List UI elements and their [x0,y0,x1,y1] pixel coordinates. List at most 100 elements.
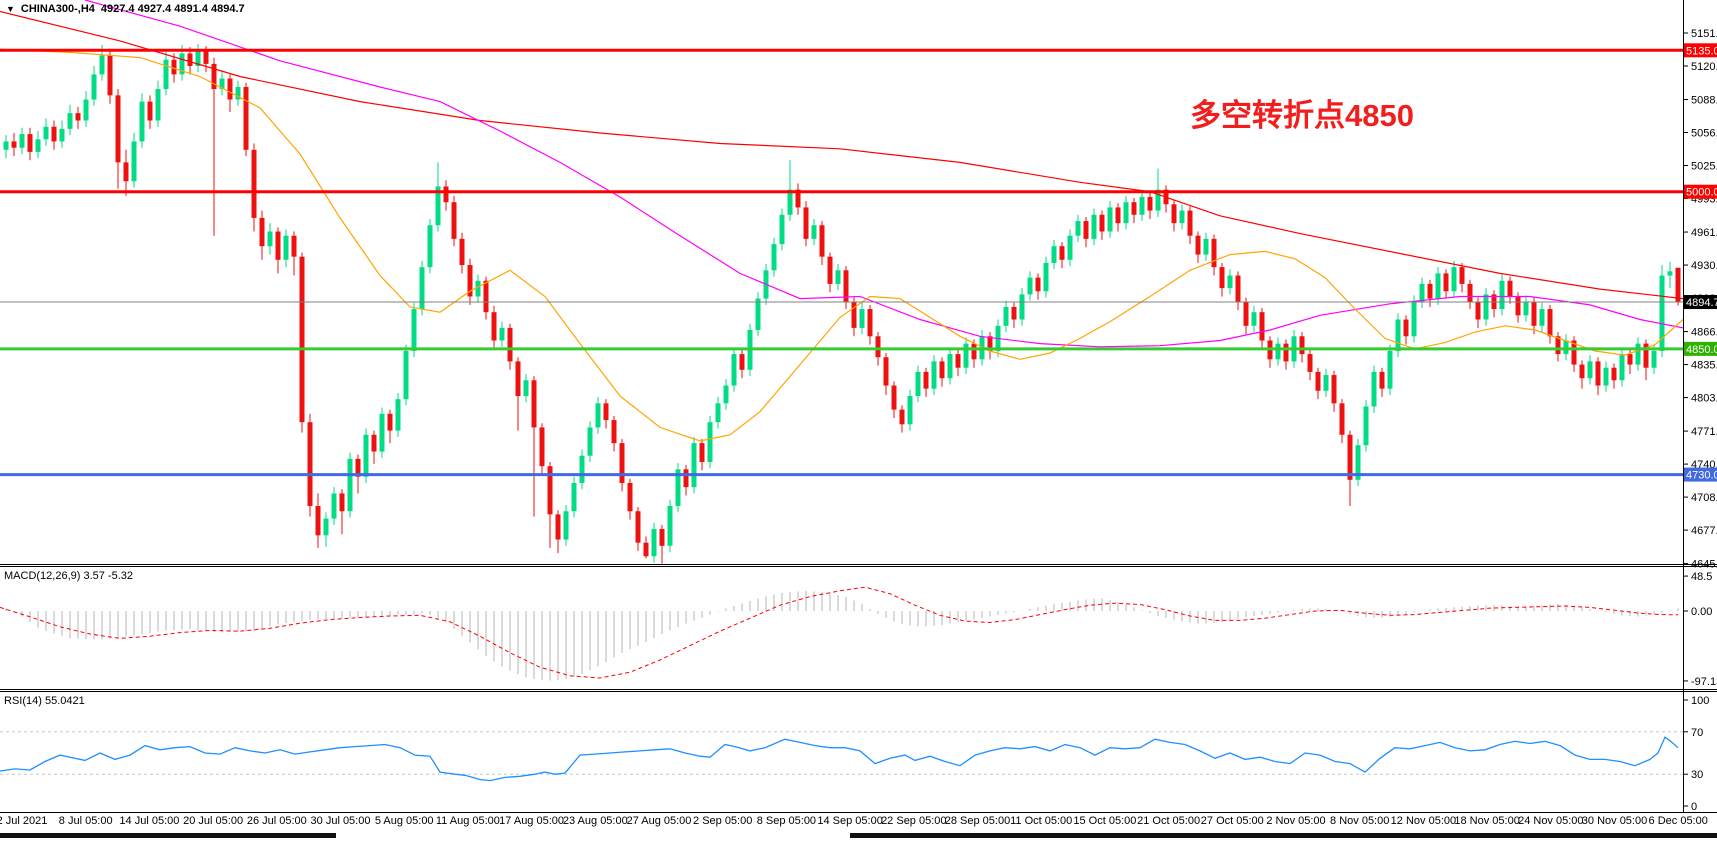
candle-body [187,53,193,66]
candle-body [75,113,81,121]
time-axis-label[interactable]: 23 Aug 05:00 [563,815,628,827]
time-axis-label[interactable]: 14 Sep 05:00 [817,815,882,827]
time-axis-label[interactable]: 27 Aug 05:00 [627,815,692,827]
candle-body [491,312,497,341]
candle-body [323,518,329,536]
candle-body [1571,340,1577,365]
time-axis-label[interactable]: 17 Aug 05:00 [499,815,564,827]
candle-body [1099,214,1105,232]
candle-body [195,50,201,66]
candle-body [1147,196,1153,211]
time-axis-label[interactable]: 30 Jul 05:00 [311,815,371,827]
price-tick-label: 4645.0 [1691,559,1717,571]
candle-body [1051,246,1057,263]
time-axis-label[interactable]: 2 Sep 05:00 [693,815,752,827]
time-axis-label[interactable]: 11 Oct 05:00 [1010,815,1072,827]
candle-body [1315,371,1321,391]
candle-body [803,207,809,239]
time-axis-label[interactable]: 30 Nov 05:00 [1582,815,1647,827]
bottom-scrollbar-right[interactable] [850,833,1717,838]
candle-body [875,336,881,358]
candle-body [699,443,705,462]
time-axis-label[interactable]: 6 Dec 05:00 [1649,815,1708,827]
time-axis-label[interactable]: 22 Sep 05:00 [881,815,946,827]
candle-body [595,403,601,428]
candle-body [1299,336,1305,355]
candle-body [131,141,137,182]
candle-body [963,343,969,368]
candle-body [1427,283,1433,299]
time-axis-label[interactable]: 5 Aug 05:00 [375,815,434,827]
time-axis-label[interactable]: 26 Jul 05:00 [247,815,307,827]
candle-body [467,265,473,297]
candle-body [1675,267,1681,303]
candle-body [1155,189,1161,211]
candle-body [299,256,305,423]
time-axis-label[interactable]: 20 Jul 05:00 [183,815,243,827]
candle-body [43,126,49,140]
symbol-dropdown-icon[interactable]: ▼ [6,4,15,14]
time-axis-label[interactable]: 2 Nov 05:00 [1266,815,1325,827]
candle-body [1515,296,1521,316]
price-tick-label: 4866.5 [1691,327,1717,339]
time-axis-label[interactable]: 21 Oct 05:00 [1137,815,1200,827]
candle-body [635,511,641,543]
candle-body [627,482,633,512]
candle-body [1611,367,1617,381]
candle-body [1203,238,1209,255]
macd-signal-line [0,586,1679,679]
candle-body [387,413,393,431]
time-axis-label[interactable]: 15 Oct 05:00 [1073,815,1136,827]
candle-body [555,514,561,540]
candle-body [483,280,489,313]
candle-body [571,482,577,512]
candle-body [859,309,865,328]
candle-body [1331,375,1337,404]
time-axis-label[interactable]: 27 Oct 05:00 [1201,815,1264,827]
candle-body [907,396,913,425]
time-axis-label[interactable]: 11 Aug 05:00 [436,815,500,827]
candle-body [395,399,401,431]
candle-body [1323,375,1329,391]
time-axis-label[interactable]: 12 Nov 05:00 [1391,815,1456,827]
time-axis-label[interactable]: 24 Nov 05:00 [1518,815,1583,827]
candle-body [1627,354,1633,365]
bottom-scrollbar-left[interactable] [0,833,336,838]
candle-body [83,99,89,121]
candle-body [443,186,449,203]
medium-ma-line [84,0,1684,348]
candle-body [1131,202,1137,215]
candle-body [1459,267,1465,284]
candle-body [1667,271,1673,276]
time-axis-label[interactable]: 8 Jul 05:00 [59,815,113,827]
candle-body [619,443,625,483]
candle-body [1259,312,1265,341]
candle-body [315,506,321,536]
time-axis-label[interactable]: 2 Jul 2021 [0,815,47,827]
price-tick-label: 4708.5 [1691,492,1717,504]
candle-body [523,380,529,396]
price-level-chip-label: 5135.0 [1686,45,1717,57]
time-axis-label[interactable]: 14 Jul 05:00 [119,815,179,827]
time-axis-label[interactable]: 18 Nov 05:00 [1454,815,1519,827]
time-axis-label[interactable]: 8 Sep 05:00 [757,815,816,827]
candle-body [1483,294,1489,320]
candle-body [651,529,657,557]
candle-body [147,101,153,121]
candle-body [579,455,585,483]
candle-body [987,336,993,351]
candle-body [91,74,97,100]
time-axis-label[interactable]: 8 Nov 05:00 [1330,815,1389,827]
candle-body [947,354,953,379]
candle-body [1451,267,1457,292]
symbol-info-row[interactable]: ▼ CHINA300-,H4 4927.4 4927.4 4891.4 4894… [6,3,245,15]
candle-body [451,202,457,239]
candle-body [939,361,945,379]
candle-body [883,357,889,386]
candle-body [971,343,977,360]
price-tick-label: 4771.5 [1691,426,1717,438]
time-axis-label[interactable]: 28 Sep 05:00 [945,815,1010,827]
candle-body [955,354,961,368]
